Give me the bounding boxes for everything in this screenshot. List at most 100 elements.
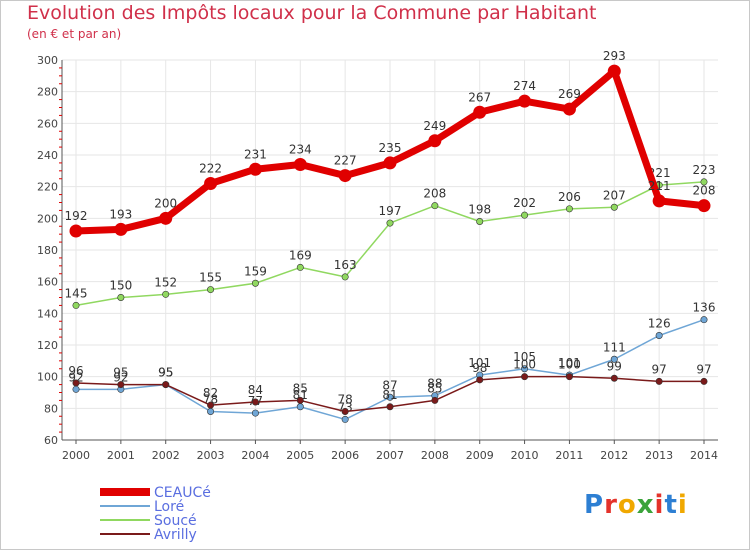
data-point — [69, 224, 83, 238]
data-point — [72, 301, 80, 309]
data-label: 169 — [289, 248, 312, 262]
data-label: 231 — [244, 147, 267, 161]
data-point — [700, 178, 708, 186]
x-tick-label: 2014 — [690, 449, 718, 462]
y-tick-label: 60 — [44, 434, 58, 447]
data-point — [431, 396, 439, 404]
data-label: 95 — [158, 366, 173, 380]
data-point — [386, 403, 394, 411]
data-point — [341, 407, 349, 415]
data-point — [428, 134, 442, 148]
data-point — [162, 381, 170, 389]
y-tick-label: 80 — [44, 402, 58, 415]
legend-label: Loré — [154, 499, 184, 515]
y-tick-label: 220 — [37, 181, 58, 194]
data-label: 105 — [513, 350, 536, 364]
data-label: 81 — [382, 388, 397, 402]
data-point — [251, 398, 259, 406]
data-label: 97 — [652, 362, 667, 376]
data-point — [700, 316, 708, 324]
data-label: 192 — [65, 209, 88, 223]
data-point — [562, 102, 576, 116]
data-point — [341, 273, 349, 281]
data-point — [117, 381, 125, 389]
data-point — [521, 365, 529, 373]
x-tick-label: 2007 — [376, 449, 404, 462]
data-point — [204, 177, 218, 190]
data-label: 202 — [513, 196, 536, 210]
data-label: 97 — [696, 362, 711, 376]
x-tick-label: 2013 — [645, 449, 673, 462]
data-point — [521, 211, 529, 219]
data-point — [296, 396, 304, 404]
data-label: 163 — [334, 258, 357, 272]
data-point — [72, 385, 80, 393]
y-tick-label: 280 — [37, 86, 58, 99]
data-point — [565, 205, 573, 213]
x-tick-label: 2011 — [555, 449, 583, 462]
data-label: 98 — [472, 361, 487, 375]
data-label: 150 — [109, 279, 132, 293]
data-point — [207, 286, 215, 294]
data-label: 211 — [648, 179, 671, 193]
data-label: 95 — [113, 366, 128, 380]
data-point — [697, 199, 711, 213]
data-point — [610, 374, 618, 382]
proxiti-logo: Proxiti — [584, 490, 688, 520]
data-point — [293, 158, 307, 171]
data-point — [114, 222, 128, 236]
data-label: 101 — [558, 356, 581, 370]
data-label: 78 — [338, 393, 353, 407]
data-label: 206 — [558, 190, 581, 204]
data-point — [607, 64, 621, 78]
y-tick-label: 240 — [37, 149, 58, 162]
data-label: 274 — [513, 79, 536, 93]
data-label: 269 — [558, 87, 581, 101]
data-point — [117, 293, 125, 301]
data-point — [476, 218, 484, 226]
data-point — [655, 331, 663, 339]
data-point — [341, 415, 349, 423]
y-tick-label: 300 — [37, 54, 58, 67]
data-point — [518, 94, 532, 108]
data-label: 136 — [693, 301, 716, 315]
x-tick-label: 2008 — [421, 449, 449, 462]
data-label: 223 — [693, 163, 716, 177]
data-label: 208 — [693, 184, 716, 198]
data-point — [159, 211, 173, 225]
data-point — [700, 377, 708, 385]
data-point — [296, 263, 304, 271]
y-tick-label: 180 — [37, 244, 58, 257]
data-label: 99 — [607, 359, 622, 373]
x-tick-label: 2009 — [466, 449, 494, 462]
legend-label: Soucé — [154, 513, 197, 529]
data-point — [72, 379, 80, 387]
data-label: 267 — [468, 90, 491, 104]
data-label: 198 — [468, 203, 491, 217]
y-tick-label: 140 — [37, 307, 58, 320]
data-label: 155 — [199, 271, 222, 285]
data-label: 222 — [199, 162, 222, 176]
data-label: 85 — [293, 381, 308, 395]
data-label: 100 — [558, 358, 581, 372]
data-label: 249 — [423, 119, 446, 133]
chart-title: Evolution des Impôts locaux pour la Comm… — [27, 2, 597, 24]
data-label: 88 — [427, 377, 442, 391]
x-tick-label: 2012 — [600, 449, 628, 462]
legend-label: CEAUCé — [154, 485, 211, 501]
data-label: 85 — [427, 381, 442, 395]
data-point — [386, 219, 394, 227]
y-tick-label: 120 — [37, 339, 58, 352]
x-tick-label: 2010 — [511, 449, 539, 462]
data-label: 95 — [158, 366, 173, 380]
data-point — [610, 203, 618, 211]
data-label: 87 — [382, 378, 397, 392]
data-label: 152 — [154, 275, 177, 289]
data-label: 235 — [379, 141, 402, 155]
chart-subtitle: (en € et par an) — [27, 27, 122, 41]
data-label: 81 — [293, 388, 308, 402]
data-label: 84 — [248, 383, 263, 397]
x-tick-label: 2000 — [62, 449, 90, 462]
data-point — [248, 162, 262, 176]
data-label: 82 — [203, 386, 218, 400]
